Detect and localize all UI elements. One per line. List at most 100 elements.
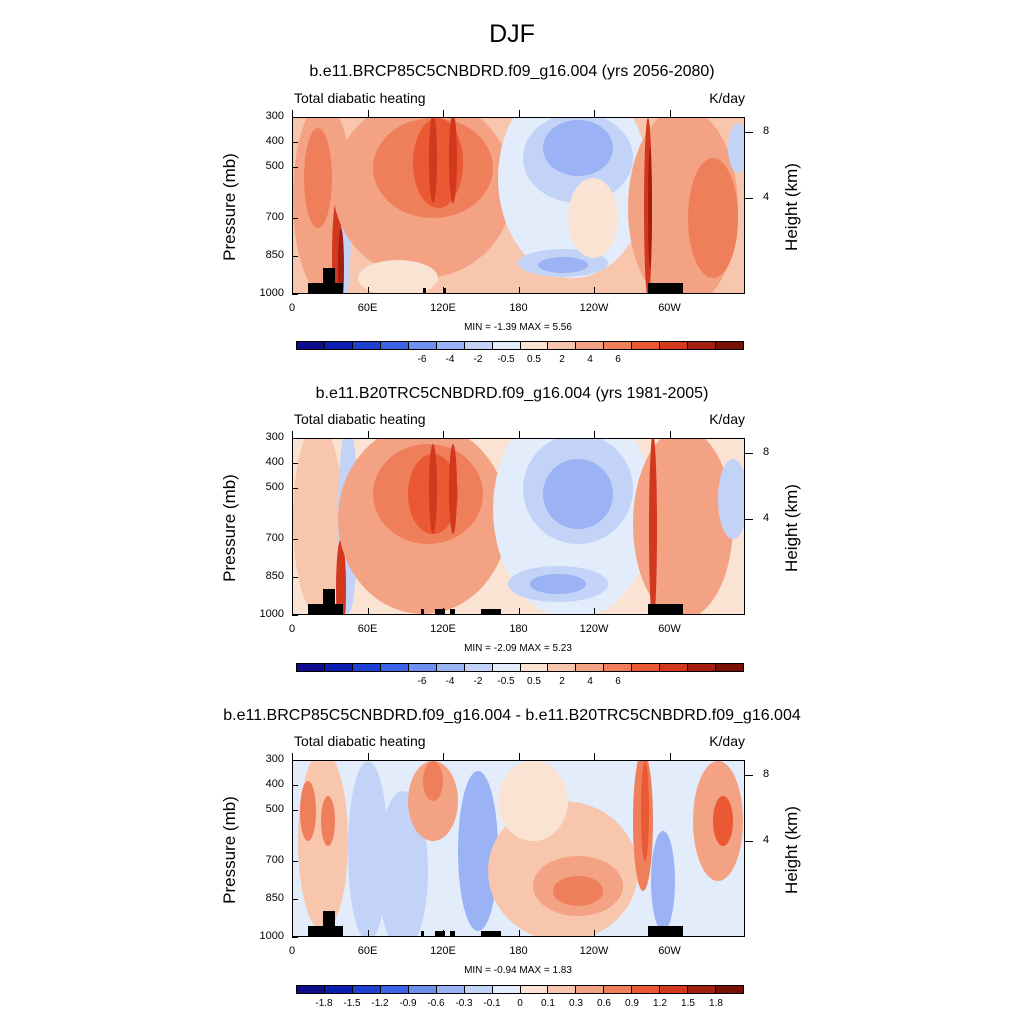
cool-region <box>718 459 744 539</box>
colorbar-label: 2 <box>559 676 565 687</box>
field-layer <box>293 761 744 936</box>
min-max-stats: MIN = -2.09 MAX = 5.23 <box>464 643 572 654</box>
heatmap-plot <box>292 117 745 294</box>
colorbar-cell <box>716 342 743 349</box>
y-right-tick-label: 4 <box>763 833 770 846</box>
warm-core <box>304 128 332 228</box>
x-tick-mark <box>594 431 595 438</box>
cool-region <box>458 771 498 931</box>
y-tick-label: 850 <box>265 248 284 261</box>
colorbar-cell <box>716 664 743 671</box>
y-tick-label: 300 <box>265 753 284 765</box>
x-tick-mark <box>669 608 671 615</box>
colorbar-cell <box>436 986 465 993</box>
y-right-tick-label: 4 <box>763 511 770 524</box>
colorbar-cell <box>660 342 689 349</box>
y-tick-label: 500 <box>265 803 284 816</box>
heating-column <box>429 444 437 534</box>
x-tick-label: 180 <box>509 623 528 635</box>
topography <box>435 931 445 936</box>
colorbar <box>296 985 744 994</box>
x-tick-mark <box>443 110 444 117</box>
colorbar-label: -0.9 <box>399 998 417 1009</box>
cool-core <box>543 120 613 176</box>
x-tick-mark <box>367 930 369 937</box>
colorbar-label: -0.5 <box>497 354 515 365</box>
x-tick-mark <box>367 753 369 760</box>
x-tick-label: 180 <box>509 302 528 314</box>
colorbar-label: -0.5 <box>497 676 515 687</box>
y-tick-label: 700 <box>265 853 284 866</box>
colorbar-cell <box>632 342 661 349</box>
colorbar-label: -1.2 <box>371 998 389 1009</box>
colorbar-cell <box>520 664 549 671</box>
colorbar-cell <box>520 342 549 349</box>
colorbar-cell <box>408 664 437 671</box>
light-warm-region <box>568 178 618 258</box>
colorbar-cell <box>548 342 577 349</box>
colorbar-label: 4 <box>587 676 593 687</box>
x-tick-mark <box>669 930 671 937</box>
y-tick-label: 500 <box>265 160 284 173</box>
cool-region <box>651 831 675 931</box>
units-label: K/day <box>709 411 745 427</box>
colorbar-label: 0.5 <box>527 676 541 687</box>
colorbar-cell <box>632 986 661 993</box>
min-max-stats: MIN = -1.39 MAX = 5.56 <box>464 322 572 333</box>
x-tick-mark <box>594 753 595 760</box>
y-tick-mark <box>292 785 298 787</box>
colorbar-cell <box>604 342 633 349</box>
colorbar-cell <box>324 986 353 993</box>
light-warm-region <box>498 761 568 841</box>
x-tick-label: 120W <box>579 945 609 957</box>
field-label: Total diabatic heating <box>294 733 426 749</box>
chart-title: b.e11.BRCP85C5CNBDRD.f09_g16.004 (yrs 20… <box>309 63 715 80</box>
colorbar-cell <box>297 664 325 671</box>
colorbar-label: -4 <box>445 354 455 365</box>
heatmap-svg <box>293 761 744 936</box>
page-title: DJF <box>489 20 535 48</box>
y-tick-label: 1000 <box>259 287 284 299</box>
y-tick-label: 400 <box>265 135 284 148</box>
x-tick-mark <box>292 753 293 760</box>
x-tick-mark <box>594 110 595 117</box>
y-tick-label: 850 <box>265 891 284 904</box>
x-tick-label: 0 <box>288 302 296 314</box>
topography <box>648 926 683 936</box>
colorbar-cell <box>548 986 577 993</box>
x-tick-mark <box>518 287 520 294</box>
colorbar-label: -0.6 <box>427 998 445 1009</box>
topography <box>423 288 426 293</box>
colorbar-label: 1.2 <box>653 998 667 1009</box>
colorbar-label: 1.8 <box>709 998 723 1009</box>
y-right-tick-label: 8 <box>763 125 770 138</box>
y-tick-mark <box>292 217 298 219</box>
colorbar-label: 6 <box>615 354 621 365</box>
colorbar-cell <box>464 664 493 671</box>
x-tick-label: 60E <box>357 945 378 957</box>
x-tick-label: 60W <box>658 623 681 635</box>
topography <box>648 283 683 293</box>
units-label: K/day <box>709 90 745 106</box>
topography <box>421 609 424 614</box>
colorbar-cell <box>576 986 605 993</box>
x-tick-mark <box>669 110 671 117</box>
heatmap-plot <box>292 438 745 615</box>
units-label: K/day <box>709 733 745 749</box>
min-max-stats: MIN = -0.94 MAX = 1.83 <box>464 965 572 976</box>
y-tick-mark <box>292 810 298 812</box>
colorbar-cell <box>352 664 381 671</box>
y-right-tick-label: 4 <box>763 190 770 203</box>
topography <box>481 931 501 936</box>
y-tick-label: 300 <box>265 110 284 122</box>
x-tick-label: 120E <box>430 623 456 635</box>
y-axis-label: Pressure (mb) <box>220 474 239 582</box>
cool-core <box>543 459 613 529</box>
colorbar-label: 0.5 <box>527 354 541 365</box>
y-tick-label: 850 <box>265 569 284 582</box>
y-tick-label: 300 <box>265 431 284 443</box>
x-tick-label: 120W <box>579 623 609 635</box>
warm-region <box>293 439 343 614</box>
colorbar-cell <box>604 664 633 671</box>
colorbar-cell <box>324 342 353 349</box>
